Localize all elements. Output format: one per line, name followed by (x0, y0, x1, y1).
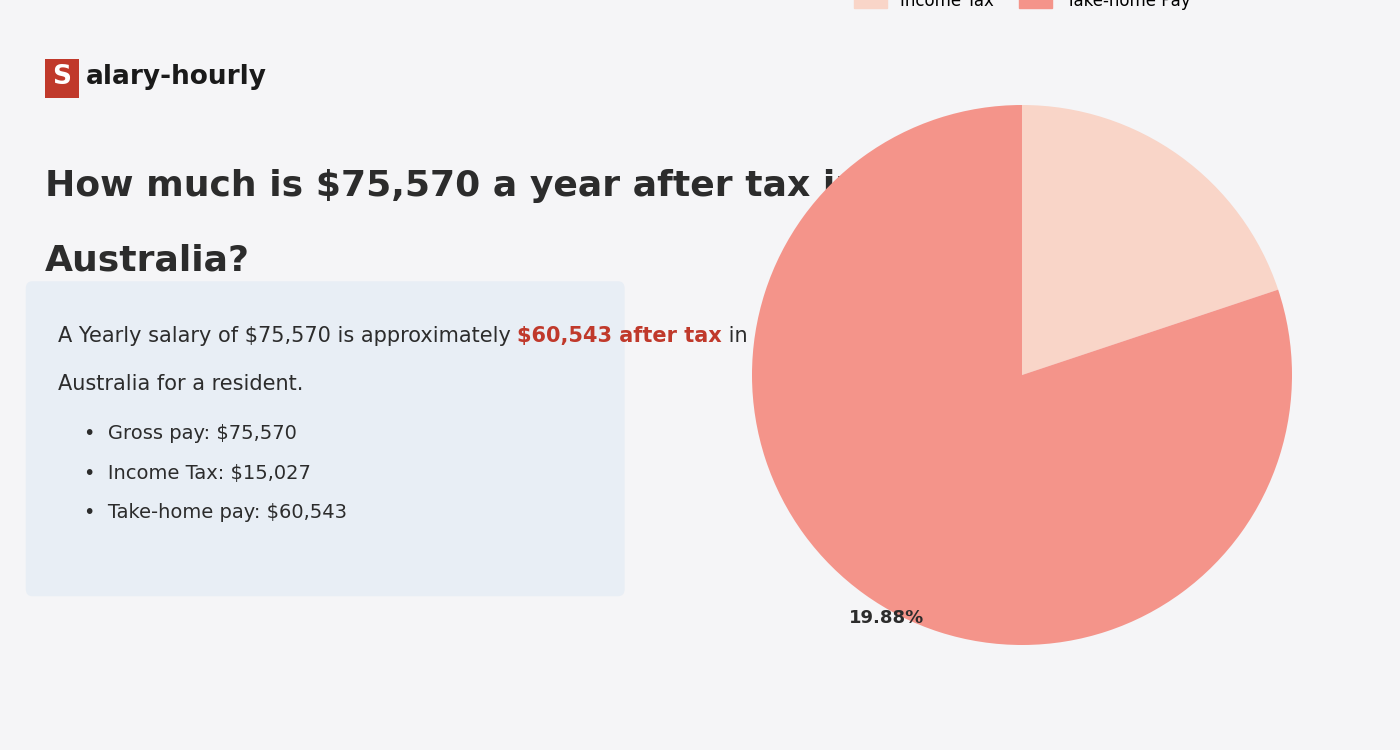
Wedge shape (1022, 105, 1278, 375)
FancyBboxPatch shape (25, 281, 624, 596)
Text: •  Income Tax: $15,027: • Income Tax: $15,027 (84, 464, 311, 482)
Text: Australia?: Australia? (45, 244, 251, 278)
Text: alary-hourly: alary-hourly (85, 64, 266, 90)
Text: How much is $75,570 a year after tax in: How much is $75,570 a year after tax in (45, 169, 861, 202)
Text: A Yearly salary of $75,570 is approximately: A Yearly salary of $75,570 is approximat… (57, 326, 518, 346)
Text: •  Take-home pay: $60,543: • Take-home pay: $60,543 (84, 503, 347, 521)
Wedge shape (752, 105, 1292, 645)
Text: in: in (722, 326, 748, 346)
Text: 19.88%: 19.88% (850, 609, 924, 627)
FancyBboxPatch shape (45, 58, 78, 98)
Text: $60,543 after tax: $60,543 after tax (518, 326, 722, 346)
Text: •  Gross pay: $75,570: • Gross pay: $75,570 (84, 424, 297, 442)
Text: Australia for a resident.: Australia for a resident. (57, 374, 304, 394)
Text: S: S (52, 64, 71, 90)
Legend: Income Tax, Take-home Pay: Income Tax, Take-home Pay (847, 0, 1197, 16)
